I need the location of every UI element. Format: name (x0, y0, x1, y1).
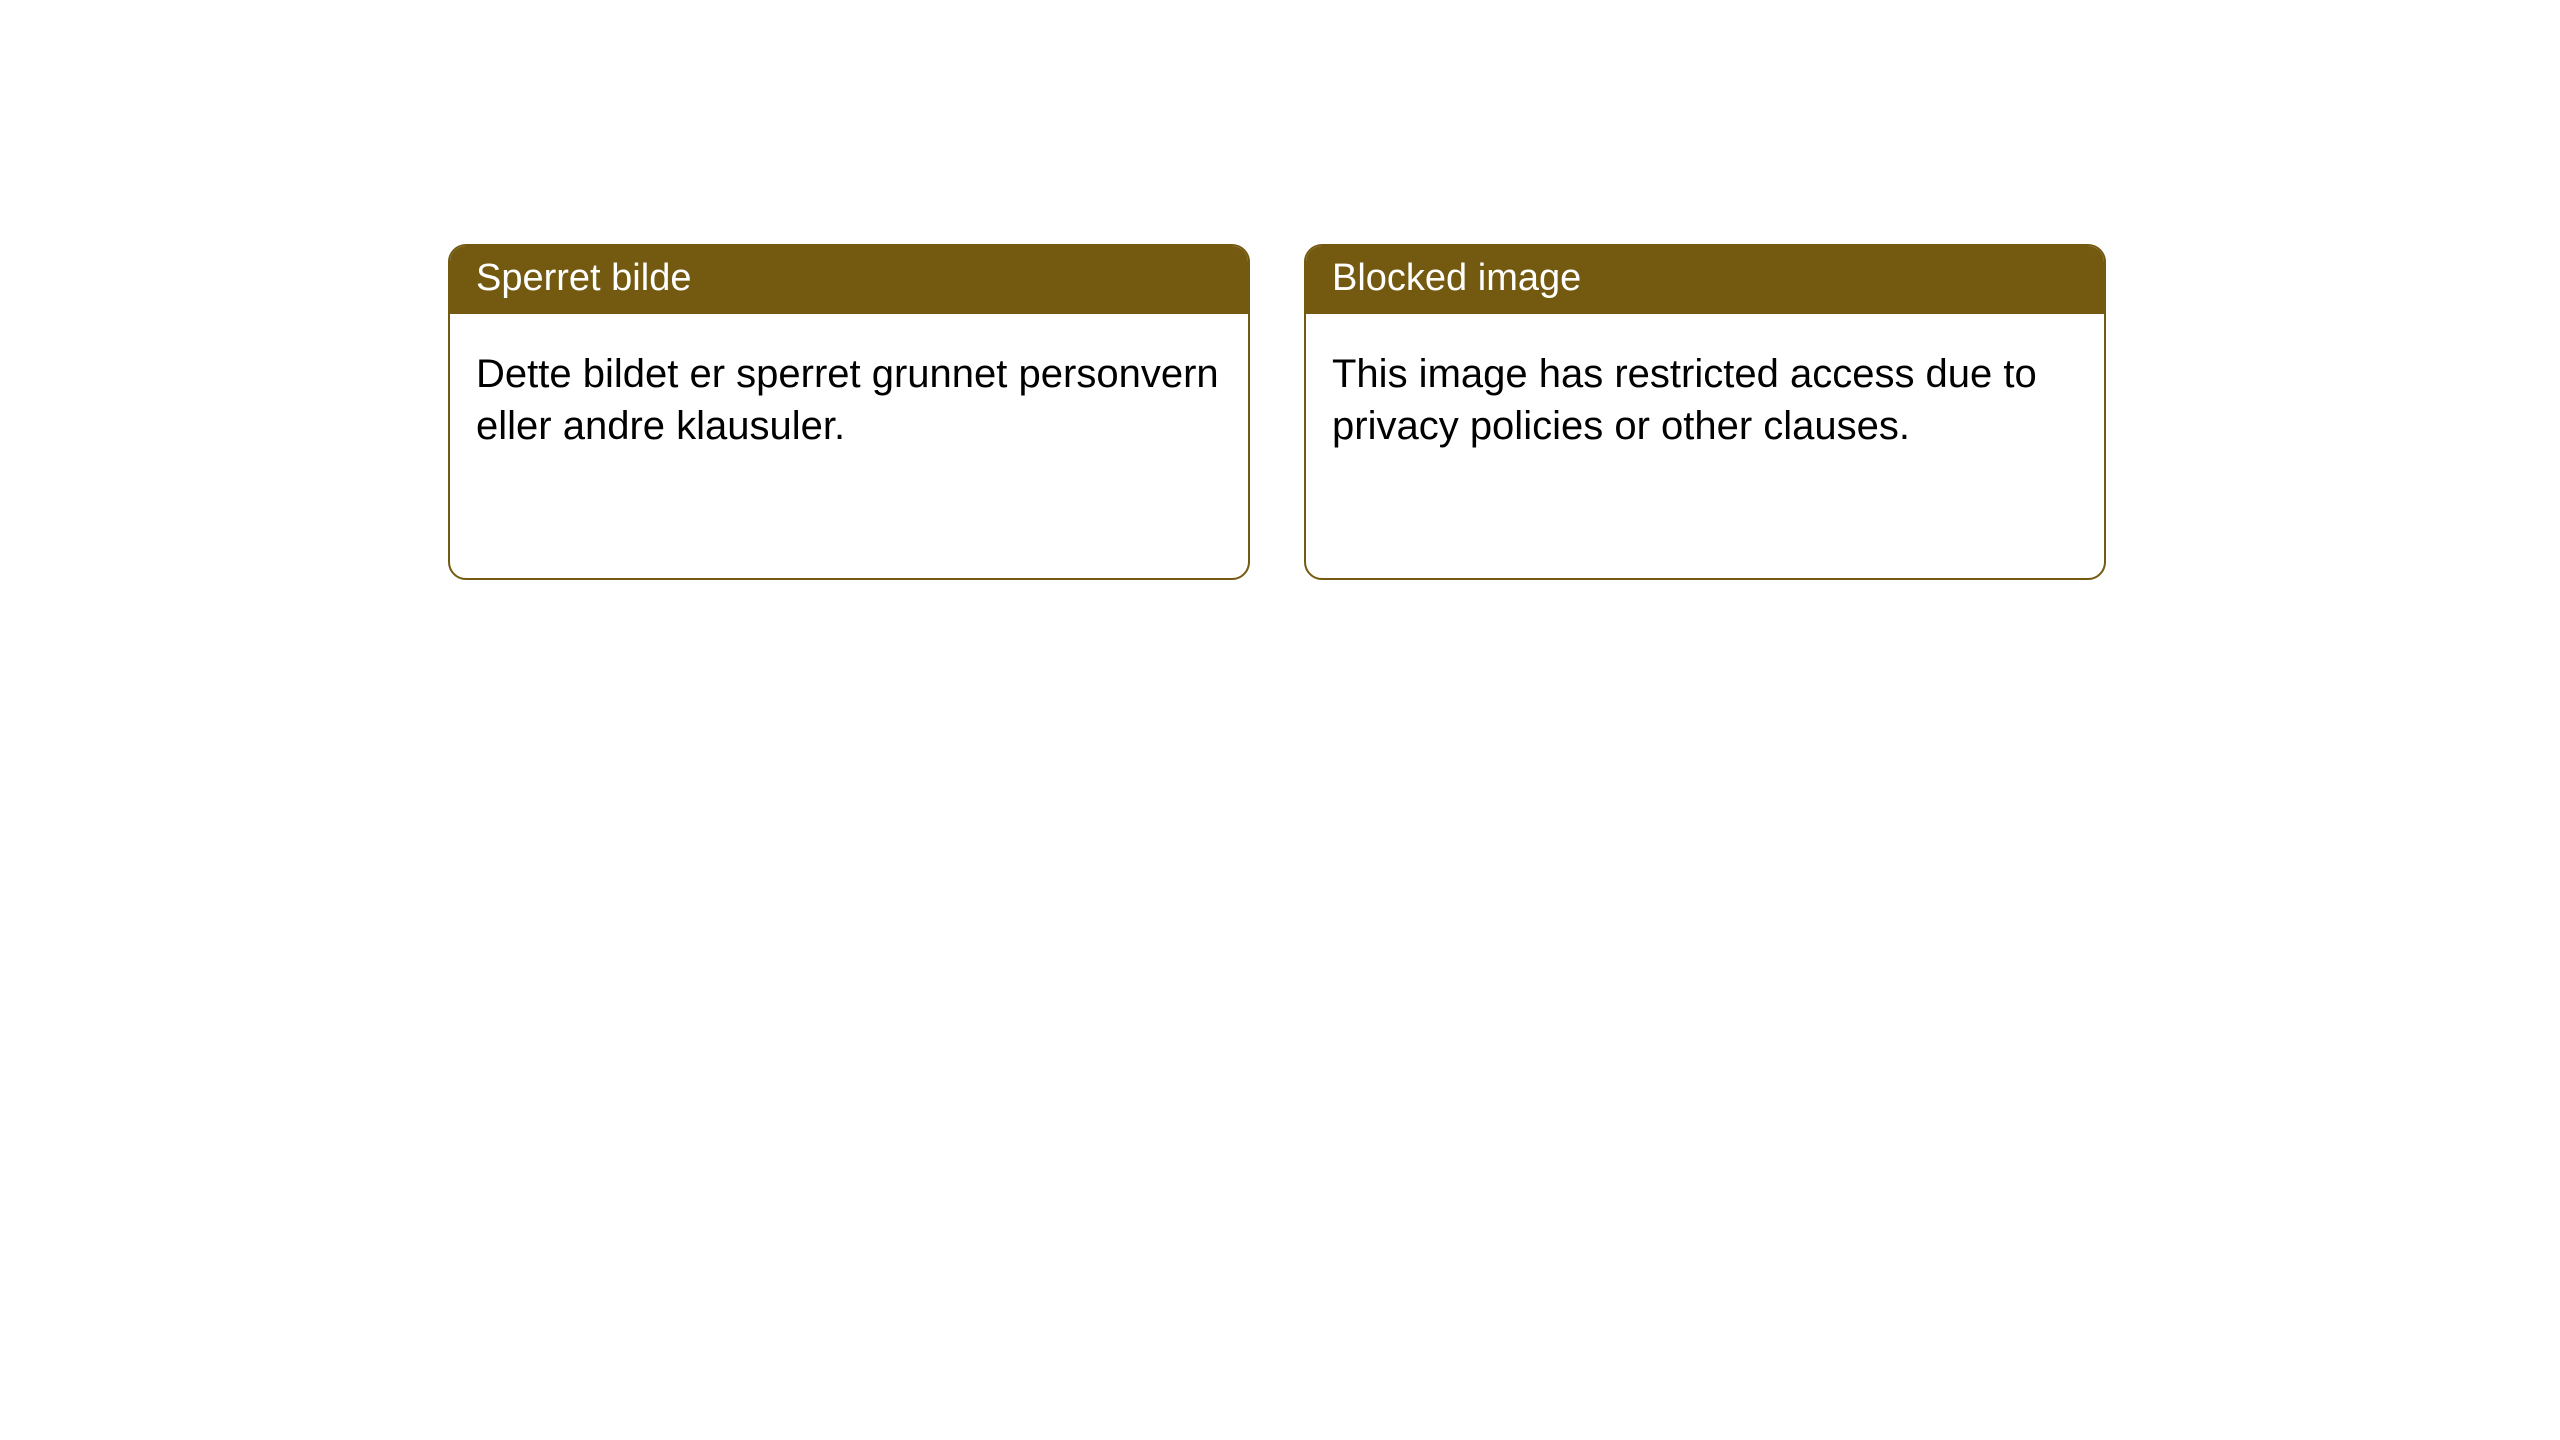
card-body-text: Dette bildet er sperret grunnet personve… (476, 352, 1219, 448)
card-title: Blocked image (1332, 257, 1581, 299)
card-header: Sperret bilde (450, 246, 1248, 314)
cards-container: Sperret bilde Dette bildet er sperret gr… (0, 0, 2560, 580)
card-body-text: This image has restricted access due to … (1332, 352, 2037, 448)
card-body: This image has restricted access due to … (1306, 314, 2104, 478)
card-body: Dette bildet er sperret grunnet personve… (450, 314, 1248, 478)
blocked-image-card-en: Blocked image This image has restricted … (1304, 244, 2106, 580)
card-title: Sperret bilde (476, 257, 691, 299)
card-header: Blocked image (1306, 246, 2104, 314)
blocked-image-card-no: Sperret bilde Dette bildet er sperret gr… (448, 244, 1250, 580)
